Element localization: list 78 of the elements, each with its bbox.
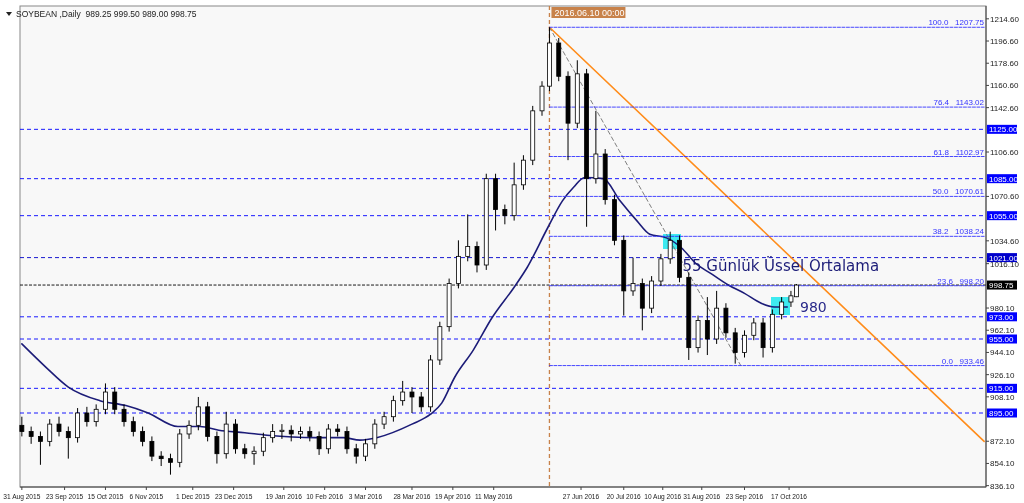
candlestick (372, 418, 378, 450)
ref-line-label: 955.00 (989, 335, 1015, 344)
ref-line-label: 973.00 (989, 312, 1015, 322)
ref-line-label: 1125.00 (989, 125, 1018, 135)
candlestick (316, 431, 322, 456)
y-tick-label: 836.10 (990, 481, 1016, 491)
y-tick-label: 1142.60 (990, 103, 1019, 113)
candlestick (168, 453, 173, 476)
y-tick-label: 1196.60 (990, 37, 1019, 47)
candlestick (704, 296, 710, 356)
candlestick (400, 380, 406, 407)
candlestick (667, 231, 673, 265)
ref-line-label: 1021.00 (989, 253, 1019, 263)
ref-line-label: 895.00 (989, 409, 1015, 418)
candlestick (260, 432, 266, 457)
annotation: 0.0 933.46 (941, 356, 985, 366)
ref-line-label: 998.75 (989, 281, 1015, 291)
candlestick (28, 426, 34, 445)
y-tick-label: 1160.60 (990, 81, 1019, 91)
candlestick (149, 435, 155, 462)
candlestick (47, 418, 53, 447)
candlestick (474, 241, 480, 273)
ref-line-label: 1085.00 (989, 174, 1019, 184)
candlestick (751, 317, 757, 341)
candlestick (38, 431, 43, 466)
candlestick (130, 416, 136, 437)
candlestick (779, 296, 785, 320)
annotation: 23.6 998.20 (937, 276, 985, 286)
candlestick (140, 426, 146, 447)
y-tick-label: 944.10 (990, 348, 1016, 358)
y-tick-label: 908.10 (990, 392, 1016, 402)
candlestick (84, 406, 90, 428)
series-label: 55 Günlük Üssel Ortalama (682, 256, 880, 276)
annotation: 100.0 1207.75 (928, 18, 985, 28)
candlestick (270, 423, 276, 444)
candlestick (325, 423, 331, 455)
candlestick (214, 431, 220, 465)
y-tick-label: 1106.60 (990, 148, 1019, 158)
y-tick-label: 1034.60 (990, 236, 1020, 246)
ref-line-label: 1055.00 (989, 211, 1019, 221)
candlestick (418, 391, 424, 413)
y-tick-label: 1214.60 (990, 14, 1020, 24)
y-tick-label: 854.10 (990, 459, 1016, 469)
candlestick (742, 329, 747, 358)
y-tick-label: 1178.60 (990, 59, 1019, 69)
candlestick (732, 327, 738, 365)
annotation: 38.2 1038.24 (932, 227, 985, 237)
y-tick-label: 962.10 (990, 326, 1016, 336)
candlestick (121, 403, 127, 428)
candlestick (344, 426, 350, 455)
chart-title: SOYBEAN ,Daily 989.25 999.50 989.00 998.75 (16, 9, 197, 19)
ref-line-label: 2016.06.10 00:00 (554, 8, 625, 18)
candlestick (502, 204, 508, 225)
candlestick (56, 416, 62, 437)
candlestick (409, 386, 415, 414)
y-tick-label: 1070.60 (990, 192, 1020, 202)
candlestick (279, 423, 285, 440)
candlestick (19, 416, 25, 437)
y-tick-label: 980.10 (990, 304, 1016, 314)
annotation: 76.4 1143.02 (933, 98, 985, 108)
y-tick-label: 926.10 (990, 370, 1016, 380)
annotation: 50.0 1070.61 (932, 187, 985, 197)
candlestick (103, 382, 108, 415)
candlestick (112, 386, 118, 415)
candlestick (391, 395, 396, 423)
candlestick (195, 396, 201, 431)
annotation: 61.8 1102.97 (933, 147, 985, 157)
candlestick (93, 403, 99, 428)
y-tick-label: 872.10 (990, 437, 1016, 447)
candlestick (465, 213, 471, 262)
ref-line-label: 915.00 (989, 384, 1015, 394)
candlestick (186, 419, 192, 440)
candlestick (251, 445, 257, 466)
candlestick (381, 411, 387, 430)
candlestick (65, 426, 71, 460)
candlestick (363, 438, 368, 462)
candlestick (353, 443, 359, 465)
annotation: 980 (800, 299, 827, 315)
